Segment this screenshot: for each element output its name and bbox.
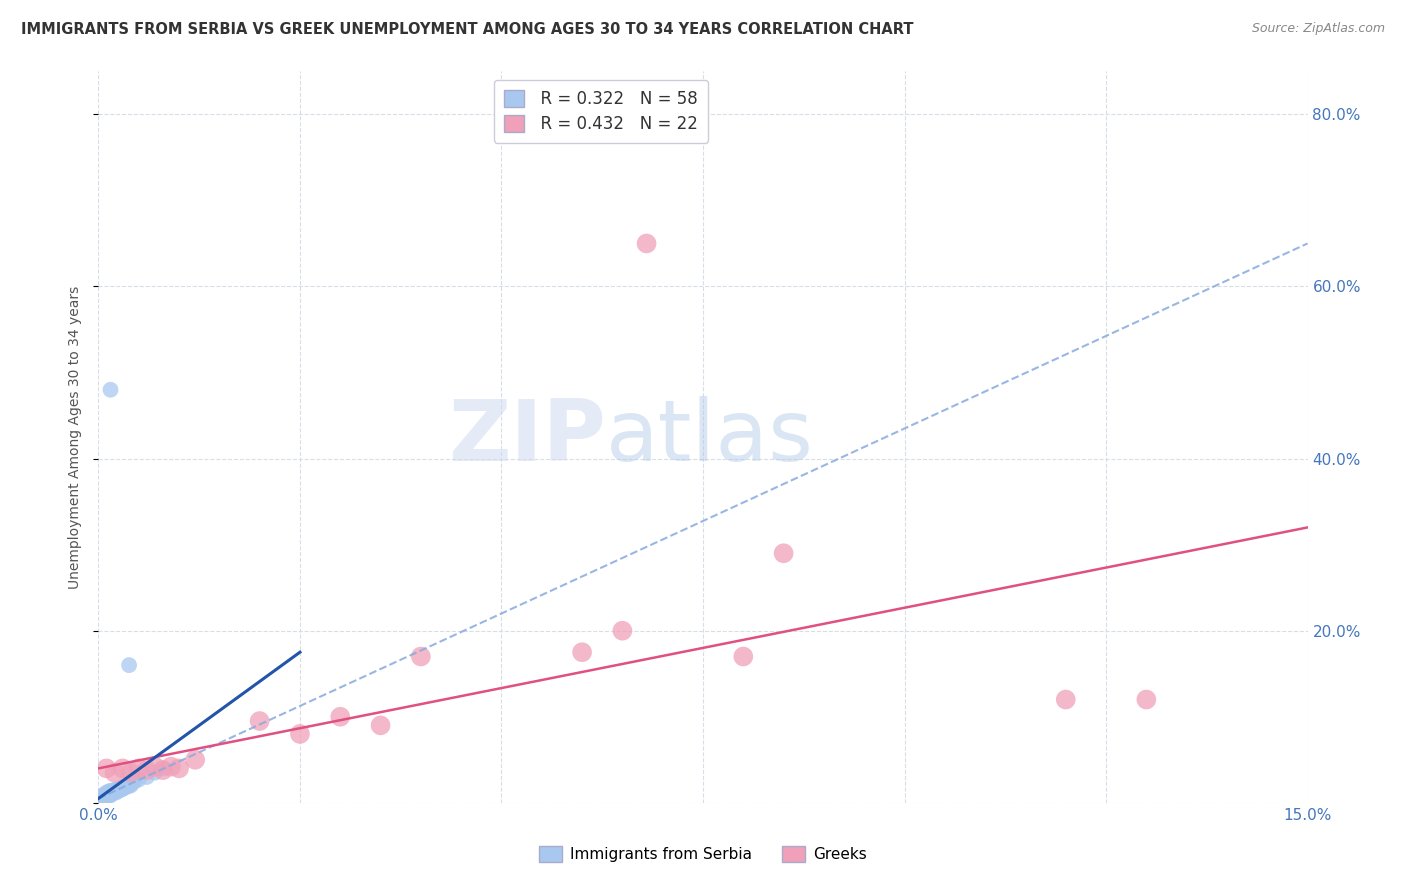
Point	[128, 761, 150, 775]
Point	[167, 761, 190, 775]
Point	[98, 786, 121, 800]
Point	[97, 788, 120, 802]
Point	[128, 772, 150, 787]
Point	[103, 783, 125, 797]
Y-axis label: Unemployment Among Ages 30 to 34 years: Unemployment Among Ages 30 to 34 years	[69, 285, 83, 589]
Point	[1135, 692, 1157, 706]
Point	[100, 787, 122, 801]
Point	[108, 783, 131, 797]
Point	[91, 789, 114, 803]
Point	[90, 793, 112, 807]
Point	[118, 778, 141, 792]
Point	[90, 789, 112, 804]
Point	[101, 785, 124, 799]
Point	[571, 645, 593, 659]
Point	[97, 784, 120, 798]
Point	[115, 779, 138, 793]
Point	[249, 714, 271, 728]
Point	[104, 783, 127, 797]
Point	[112, 781, 135, 796]
Point	[772, 546, 794, 560]
Point	[94, 787, 117, 801]
Point	[107, 782, 129, 797]
Point	[103, 765, 125, 780]
Point	[91, 789, 114, 804]
Point	[118, 658, 141, 673]
Point	[97, 787, 120, 801]
Point	[94, 791, 117, 805]
Point	[124, 774, 146, 789]
Point	[96, 789, 118, 803]
Point	[101, 786, 124, 800]
Point	[111, 782, 134, 797]
Point	[370, 718, 392, 732]
Text: ZIP: ZIP	[449, 395, 606, 479]
Point	[114, 780, 136, 795]
Text: atlas: atlas	[606, 395, 814, 479]
Point	[120, 777, 142, 791]
Point	[160, 759, 183, 773]
Point	[143, 765, 166, 780]
Point	[121, 776, 143, 790]
Point	[105, 783, 128, 797]
Point	[143, 759, 166, 773]
Point	[733, 649, 755, 664]
Point	[93, 790, 115, 805]
Point	[98, 789, 121, 803]
Point	[94, 789, 117, 804]
Point	[120, 765, 142, 780]
Point	[91, 788, 114, 802]
Point	[100, 383, 122, 397]
Point	[636, 236, 658, 251]
Point	[110, 781, 132, 796]
Point	[89, 791, 111, 805]
Point	[135, 763, 157, 777]
Point	[100, 783, 122, 797]
Point	[94, 789, 117, 803]
Point	[91, 792, 114, 806]
Text: IMMIGRANTS FROM SERBIA VS GREEK UNEMPLOYMENT AMONG AGES 30 TO 34 YEARS CORRELATI: IMMIGRANTS FROM SERBIA VS GREEK UNEMPLOY…	[21, 22, 914, 37]
Point	[409, 649, 432, 664]
Point	[117, 780, 139, 794]
Point	[100, 785, 122, 799]
Point	[90, 790, 112, 805]
Point	[329, 710, 352, 724]
Point	[111, 761, 134, 775]
Point	[184, 753, 207, 767]
Point	[612, 624, 634, 638]
Point	[152, 763, 174, 777]
Point	[112, 780, 135, 794]
Point	[111, 780, 134, 795]
Point	[108, 782, 131, 797]
Point	[135, 770, 157, 784]
Point	[100, 784, 122, 798]
Point	[152, 761, 174, 775]
Point	[1054, 692, 1077, 706]
Point	[288, 727, 311, 741]
Point	[120, 779, 142, 793]
Point	[96, 787, 118, 801]
Point	[96, 785, 118, 799]
Legend: Immigrants from Serbia, Greeks: Immigrants from Serbia, Greeks	[533, 840, 873, 868]
Point	[96, 761, 118, 775]
Point	[107, 783, 129, 797]
Point	[103, 784, 125, 798]
Point	[105, 785, 128, 799]
Point	[101, 783, 124, 797]
Point	[103, 784, 125, 798]
Point	[97, 786, 120, 800]
Text: Source: ZipAtlas.com: Source: ZipAtlas.com	[1251, 22, 1385, 36]
